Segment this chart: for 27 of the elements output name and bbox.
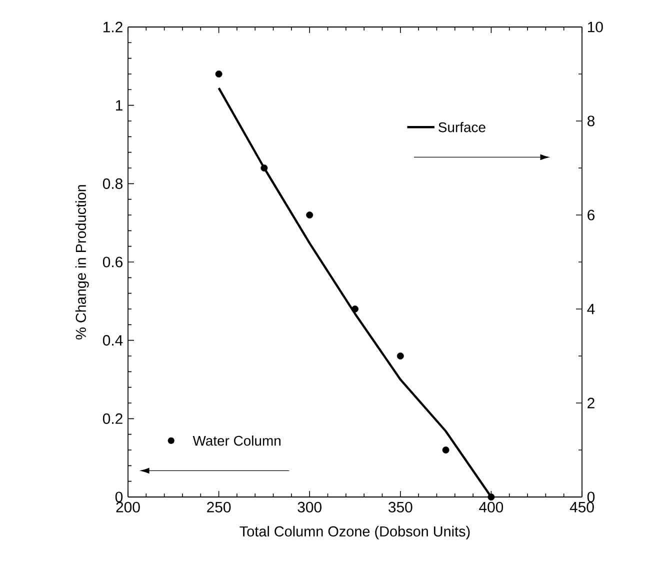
y2-tick-label: 4 <box>587 304 595 314</box>
x-axis-title: Total Column Ozone (Dobson Units) <box>240 526 470 540</box>
y-axis-title: % Change in Production <box>75 185 89 340</box>
y2-tick-label: 6 <box>588 210 595 220</box>
y-tick-label: 0.8 <box>102 178 122 189</box>
y2-tick-label: 10 <box>588 22 603 32</box>
x-tick-label: 400 <box>479 502 504 512</box>
legend-label: Water Column <box>192 435 280 446</box>
point <box>396 352 404 360</box>
x-tick-label: 200 <box>116 502 140 512</box>
y-tick-label: 0 <box>115 492 123 502</box>
y-tick-label: 1.2 <box>104 22 122 32</box>
y-tick-label: 1 <box>116 100 122 110</box>
x-tick-label: 350 <box>388 502 412 512</box>
point <box>442 446 450 454</box>
x-tick-label: 300 <box>298 502 322 512</box>
y-tick-label: 0.4 <box>102 335 123 346</box>
point <box>215 70 222 78</box>
y-tick-label: 0.2 <box>102 413 122 424</box>
y2-tick-label: 8 <box>588 116 595 126</box>
y-tick-label: 0.6 <box>102 256 122 268</box>
point <box>306 212 314 218</box>
legend-label: Surface <box>438 122 486 132</box>
x-tick-label: 250 <box>207 502 231 512</box>
y2-tick-label: 2 <box>588 398 594 408</box>
y2-tick-label: 0 <box>587 492 595 502</box>
x-tick-label: 450 <box>570 502 594 512</box>
